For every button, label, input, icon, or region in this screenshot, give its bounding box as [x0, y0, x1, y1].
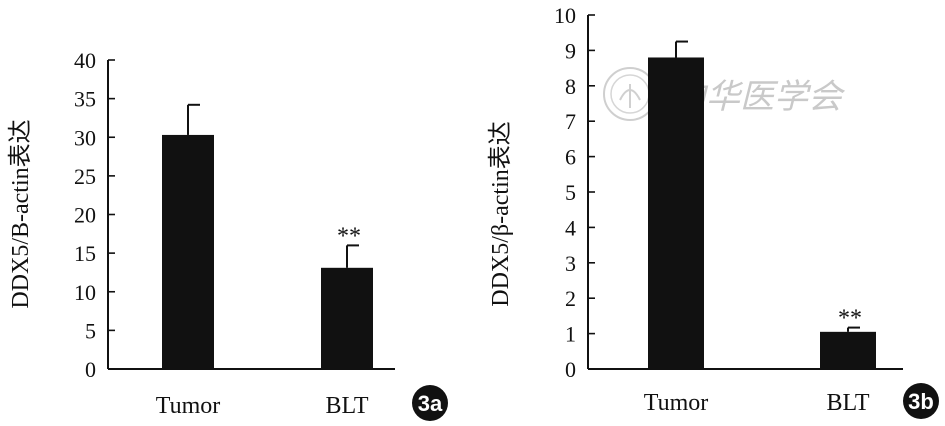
- y-tick-label: 10: [554, 3, 576, 28]
- y-tick-label: 9: [565, 38, 576, 63]
- bar-blt: [820, 331, 876, 369]
- bar-blt: [321, 267, 373, 369]
- y-axis-label: DDX5/β-actin表达: [487, 121, 514, 307]
- panel-label-badge: [903, 383, 939, 419]
- y-tick-label: 3: [565, 251, 576, 276]
- y-tick-label: 6: [565, 145, 576, 170]
- panel-label: 3b: [908, 389, 934, 414]
- watermark: 中华医学会: [603, 67, 846, 121]
- significance-marker: **: [838, 306, 862, 332]
- y-tick-label: 4: [565, 215, 576, 240]
- x-category-label: Tumor: [156, 393, 220, 419]
- y-tick-label: 30: [74, 125, 96, 150]
- bar-tumor: [162, 134, 214, 369]
- y-tick-label: 1: [565, 322, 576, 347]
- y-tick-label: 7: [565, 109, 576, 134]
- y-tick-label: 5: [565, 180, 576, 205]
- y-tick-label: 25: [74, 164, 96, 189]
- y-tick-label: 20: [74, 203, 96, 228]
- x-category-label: BLT: [325, 393, 368, 419]
- y-axis-label: DDX5/B-actin表达: [7, 119, 34, 308]
- chart-panel-3a: 0 5 10 15 20 25 30 35 40 DDX5/B-actin表达 Tumor ** BLT…: [7, 48, 448, 421]
- x-category-label: BLT: [826, 390, 869, 416]
- y-tick-label: 5: [85, 318, 96, 343]
- chart-panel-3b: 0 1 2 3 4 5 6 7 8 9 10 DDX5/β-actin表达 Tumor ** BLT 3b: [487, 3, 939, 419]
- y-tick-label: 2: [565, 286, 576, 311]
- x-category-label: Tumor: [644, 390, 708, 416]
- y-tick-label: 40: [74, 48, 96, 73]
- y-tick-label: 0: [85, 357, 96, 382]
- y-tick-label: 15: [74, 241, 96, 266]
- y-tick-label: 8: [565, 74, 576, 99]
- panel-label-badge: [412, 385, 448, 421]
- y-tick-label: 10: [74, 280, 96, 305]
- panel-label: 3a: [418, 391, 443, 416]
- bar-tumor: [648, 57, 704, 369]
- significance-marker: **: [337, 223, 361, 249]
- y-tick-label: 0: [565, 357, 576, 382]
- y-tick-label: 35: [74, 87, 96, 112]
